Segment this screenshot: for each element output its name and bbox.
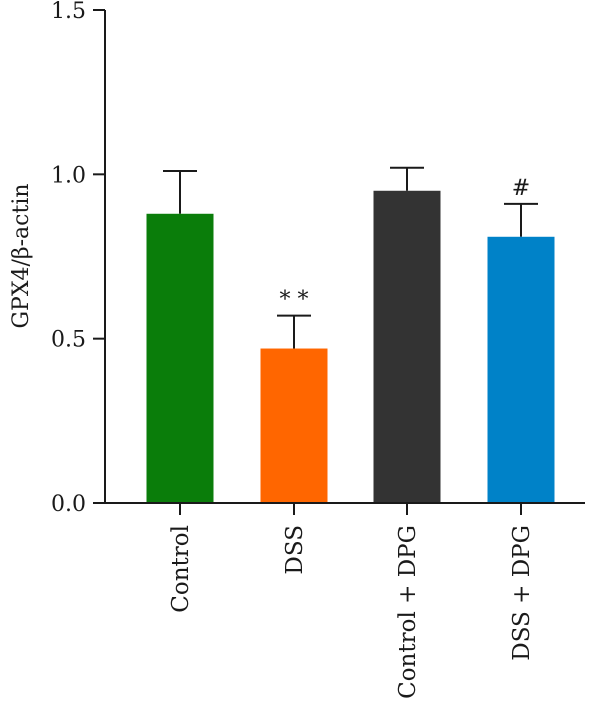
x-category-label: DSS bbox=[282, 525, 308, 575]
x-axis: Control DSS Control + DPG DSS + DPG bbox=[105, 502, 585, 699]
y-tick-label: 0.5 bbox=[51, 328, 86, 353]
significance-label: # bbox=[512, 176, 530, 201]
y-axis: 0.0 0.5 1.0 1.5 bbox=[51, 0, 106, 517]
bar-dss-dpg bbox=[487, 236, 555, 503]
significance-label: * * bbox=[280, 288, 309, 313]
bars: * * # bbox=[146, 166, 555, 504]
y-axis-title: GPX4/β-actin bbox=[9, 183, 34, 328]
bar-control bbox=[146, 213, 214, 504]
y-tick-label: 0.0 bbox=[51, 492, 86, 517]
x-category-label: Control bbox=[168, 525, 194, 613]
bar-dss bbox=[260, 348, 328, 503]
x-category-label: DSS + DPG bbox=[509, 525, 535, 661]
y-tick-label: 1.0 bbox=[51, 163, 86, 188]
bar-control-dpg bbox=[373, 190, 441, 503]
y-tick-label: 1.5 bbox=[51, 0, 86, 24]
x-category-label: Control + DPG bbox=[395, 525, 421, 699]
